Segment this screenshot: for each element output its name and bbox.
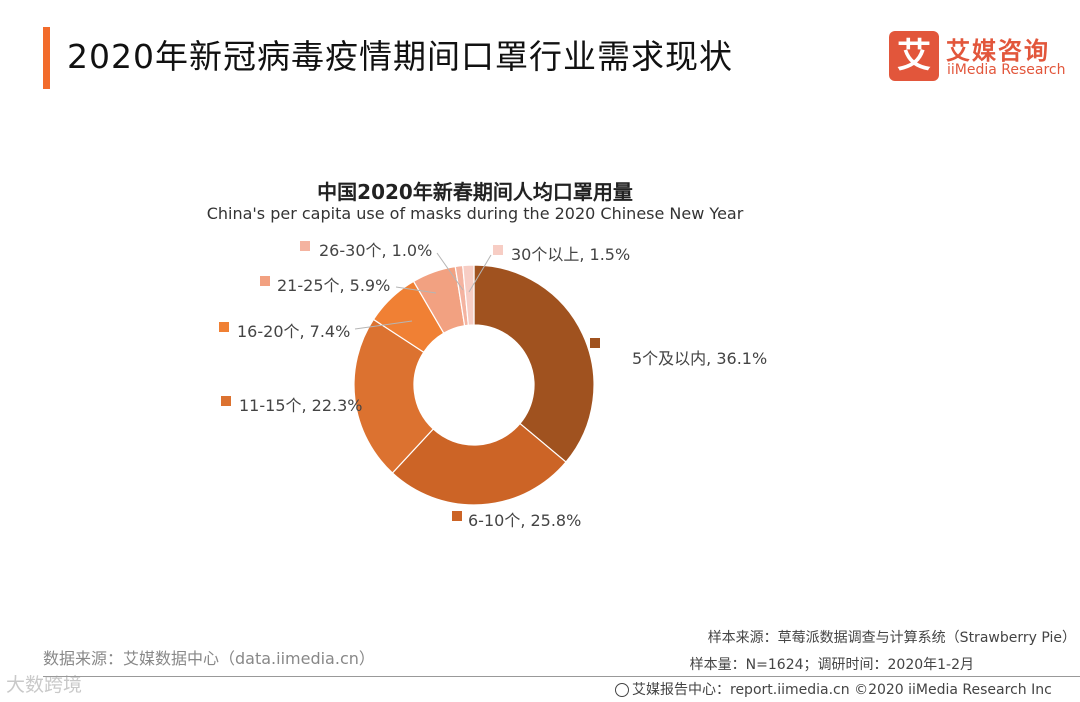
data-label: 6-10个, 25.8% (468, 511, 581, 530)
donut-slice (391, 422, 567, 506)
sample-source: 样本来源：草莓派数据调查与计算系统（Strawberry Pie） (707, 630, 1076, 646)
label-leader-line (436, 252, 464, 291)
label-leader-line (354, 320, 413, 330)
data-label: 5个及以内, 36.1% (632, 349, 767, 368)
legend-marker (260, 276, 270, 286)
donut-slice (353, 318, 435, 474)
logo-english-name: iiMedia Research (947, 62, 1066, 78)
globe-icon (615, 683, 629, 697)
legend-marker (452, 511, 462, 521)
chart-subtitle: China's per capita use of masks during t… (206, 204, 744, 223)
legend-marker (219, 322, 229, 332)
legend-marker (493, 245, 503, 255)
donut-slice (473, 264, 595, 463)
data-label: 30个以上, 1.5% (511, 245, 630, 264)
legend-marker (221, 396, 231, 406)
report-center-text: 艾媒报告中心：report.iimedia.cn ©2020 iiMedia R… (632, 682, 1052, 698)
data-label: 16-20个, 7.4% (237, 322, 350, 341)
data-label: 11-15个, 22.3% (239, 396, 363, 415)
donut-slice (462, 264, 475, 326)
logo-chinese-name: 艾媒咨询 (946, 37, 1050, 65)
iimedia-logo: 艾 艾媒咨询 iiMedia Research (889, 31, 1069, 81)
label-leader-line (468, 254, 492, 293)
data-label: 26-30个, 1.0% (319, 241, 432, 260)
legend-marker (590, 338, 600, 348)
chart-title: 中国2020年新春期间人均口罩用量 (317, 180, 633, 204)
data-source: 数据来源：艾媒数据中心（data.iimedia.cn） (43, 649, 375, 668)
page-title: 2020年新冠病毒疫情期间口罩行业需求现状 (67, 37, 733, 76)
title-accent-bar (43, 27, 50, 89)
data-label: 21-25个, 5.9% (277, 276, 390, 295)
footer-divider (43, 676, 1080, 677)
logo-mark-icon: 艾 (889, 31, 939, 81)
sample-meta: 样本量：N=1624；调研时间：2020年1-2月 (689, 657, 974, 673)
legend-marker (300, 241, 310, 251)
watermark: 大数跨境 (6, 674, 83, 696)
label-leader-line (395, 286, 437, 294)
report-center: 艾媒报告中心：report.iimedia.cn ©2020 iiMedia R… (615, 679, 1052, 699)
